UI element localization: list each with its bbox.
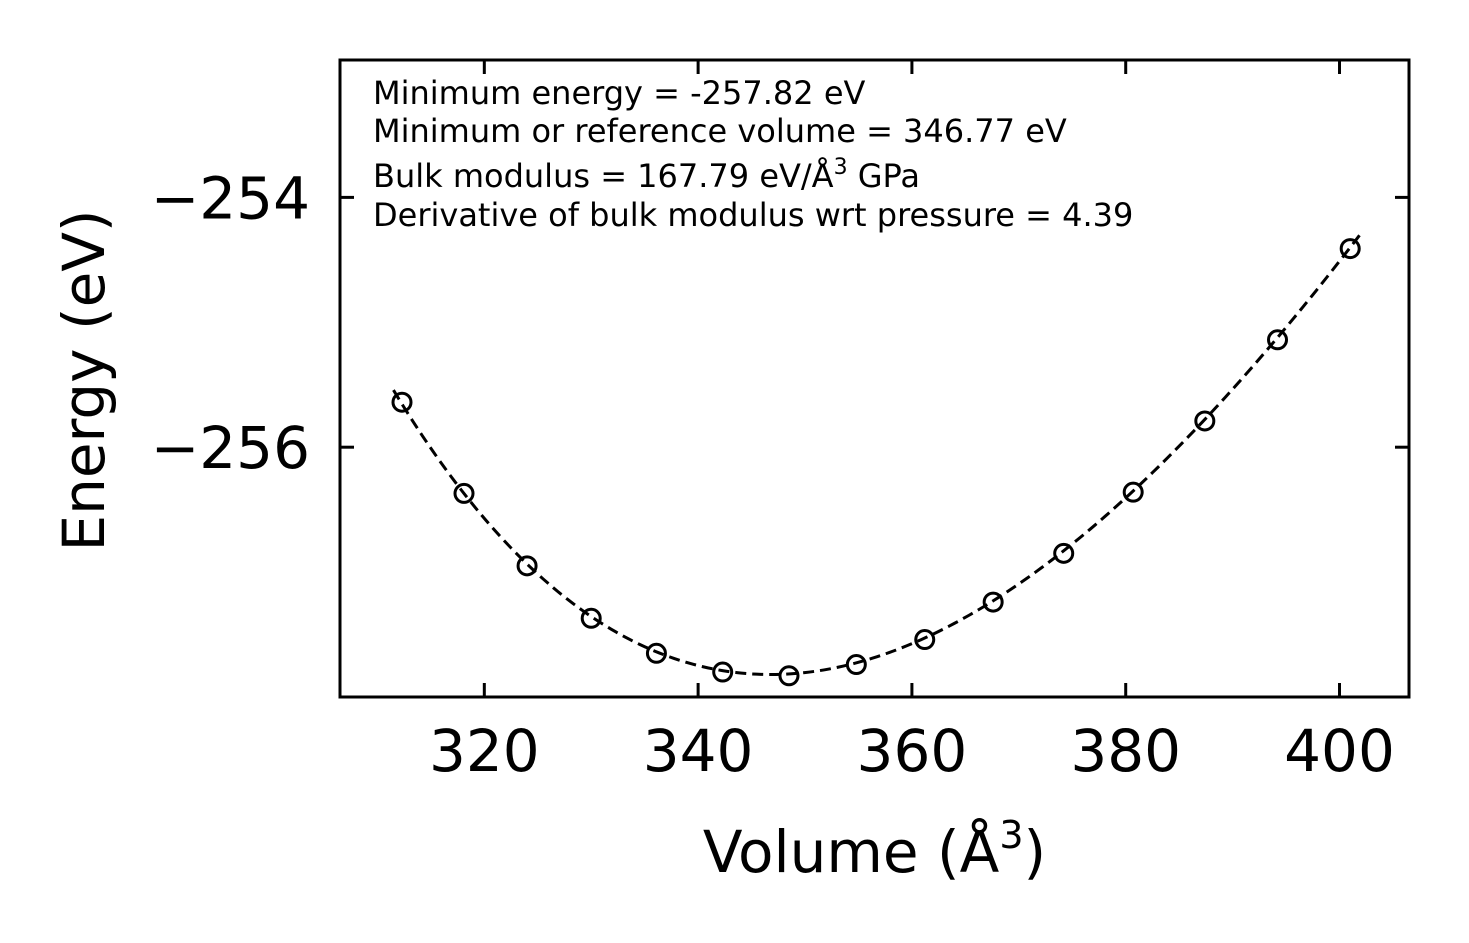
annotation-bulk_modulus: Bulk modulus = 167.79 eV/Å3 GPa bbox=[373, 155, 920, 195]
data-point bbox=[1339, 238, 1361, 260]
fit-curve bbox=[392, 232, 1363, 677]
data-point bbox=[712, 661, 734, 683]
data-point bbox=[391, 391, 413, 413]
plot-frame bbox=[338, 58, 1411, 699]
data-point bbox=[580, 607, 602, 629]
x-axis-label-sup: 3 bbox=[999, 813, 1023, 857]
x-tick-label: 400 bbox=[1284, 717, 1395, 785]
x-tick-label: 360 bbox=[857, 717, 968, 785]
data-point bbox=[1053, 542, 1075, 564]
data-point bbox=[1267, 329, 1289, 351]
annotation-text: Derivative of bulk modulus wrt pressure … bbox=[373, 196, 1133, 234]
data-point bbox=[645, 642, 667, 664]
y-tick-label: −256 bbox=[151, 414, 310, 482]
annotation-text: Minimum or reference volume = 346.77 eV bbox=[373, 112, 1067, 150]
annotation-text: Minimum energy = -257.82 eV bbox=[373, 74, 866, 112]
data-point bbox=[516, 555, 538, 577]
plot-area bbox=[391, 232, 1363, 687]
annotation-bulk_modulus_deriv: Derivative of bulk modulus wrt pressure … bbox=[373, 196, 1133, 234]
data-point bbox=[778, 665, 800, 687]
y-tick-label: −254 bbox=[151, 164, 310, 232]
x-axis-label-close: ) bbox=[1024, 818, 1047, 886]
annotation-sup: 3 bbox=[834, 155, 848, 180]
data-point bbox=[982, 591, 1004, 613]
x-tick-label: 320 bbox=[429, 717, 540, 785]
data-point bbox=[1122, 481, 1144, 503]
annotation-min_volume: Minimum or reference volume = 346.77 eV bbox=[373, 112, 1067, 150]
data-point bbox=[1194, 410, 1216, 432]
x-axis-label: Volume (Å3) bbox=[703, 813, 1046, 886]
x-tick-label: 380 bbox=[1070, 717, 1181, 785]
y-axis-label: Energy (eV) bbox=[50, 209, 118, 551]
data-point bbox=[845, 654, 867, 676]
x-axis-label-main: Volume (Å bbox=[703, 817, 1000, 886]
data-point bbox=[453, 482, 475, 504]
annotation-text: Bulk modulus = 167.79 eV/Å bbox=[373, 157, 834, 195]
annotation-suffix: GPa bbox=[848, 157, 920, 195]
annotation-min_energy: Minimum energy = -257.82 eV bbox=[373, 74, 866, 112]
x-tick-label: 340 bbox=[643, 717, 754, 785]
data-point bbox=[914, 629, 936, 651]
